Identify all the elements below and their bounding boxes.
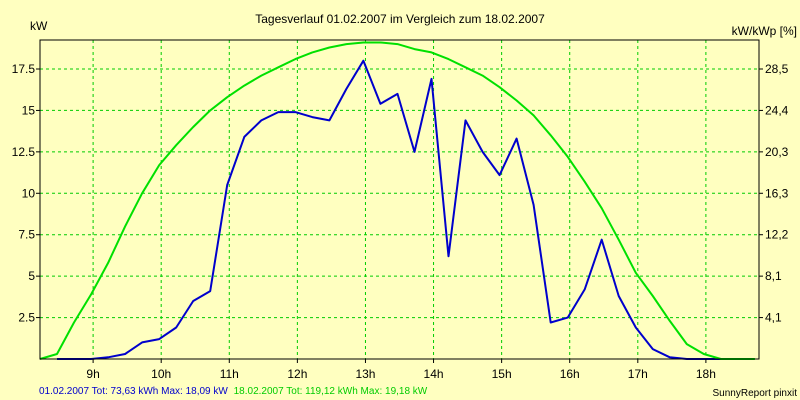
legend-series-1: 01.02.2007 Tot: 73,63 kWh Max: 18,09 kW	[39, 386, 228, 397]
footer-legend: 01.02.2007 Tot: 73,63 kWh Max: 18,09 kW …	[39, 386, 428, 397]
y-right-tick-label: 8,1	[765, 269, 782, 283]
legend-series-2: 18.02.2007 Tot: 119,12 kWh Max: 19,18 kW	[234, 386, 428, 397]
series-line-2	[39, 41, 755, 360]
x-tick-label: 18h	[696, 367, 716, 381]
y-right-tick-label: 4,1	[765, 311, 782, 325]
chart-title: Tagesverlauf 01.02.2007 im Vergleich zum…	[255, 12, 545, 26]
y-right-tick-label: 28,5	[765, 62, 789, 76]
y-left-tick-label: 15	[22, 103, 36, 117]
x-tick-label: 14h	[424, 367, 444, 381]
x-tick-label: 9h	[86, 367, 99, 381]
footer-credit: SunnyReport pinxit	[713, 388, 798, 399]
y-left-tick-label: 10	[22, 186, 36, 200]
y-right-tick-label: 12,2	[765, 228, 789, 242]
x-tick-label: 10h	[151, 367, 171, 381]
x-axis-ticks: 9h 10h 11h 12h 13h 14h 15h 16h 17h 18h	[86, 359, 716, 381]
series-line-1	[57, 59, 738, 360]
x-tick-label: 17h	[628, 367, 648, 381]
x-tick-label: 13h	[355, 367, 375, 381]
x-tick-label: 12h	[287, 367, 307, 381]
y-left-tick-label: 7.5	[18, 228, 35, 242]
y-left-tick-label: 2.5	[18, 311, 35, 325]
y-left-tick-label: 17.5	[12, 62, 36, 76]
y-axis-right-ticks: 4,1 8,1 12,2 16,3 20,3 24,4 28,5	[759, 62, 789, 325]
grid	[40, 40, 759, 359]
y-axis-left-ticks: 2.5 5 7.5 10 12.5 15 17.5	[12, 62, 40, 325]
y-right-tick-label: 20,3	[765, 145, 789, 159]
y-left-tick-label: 12.5	[12, 145, 36, 159]
y-left-tick-label: 5	[28, 269, 35, 283]
x-tick-label: 16h	[560, 367, 580, 381]
x-tick-label: 15h	[492, 367, 512, 381]
y-axis-right-label: kW/kWp [%]	[732, 24, 797, 38]
y-right-tick-label: 16,3	[765, 186, 789, 200]
y-axis-left-label: kW	[30, 19, 48, 33]
x-tick-label: 11h	[220, 367, 239, 381]
series-lines	[39, 41, 755, 360]
y-right-tick-label: 24,4	[765, 103, 789, 117]
plot-frame	[39, 39, 760, 360]
